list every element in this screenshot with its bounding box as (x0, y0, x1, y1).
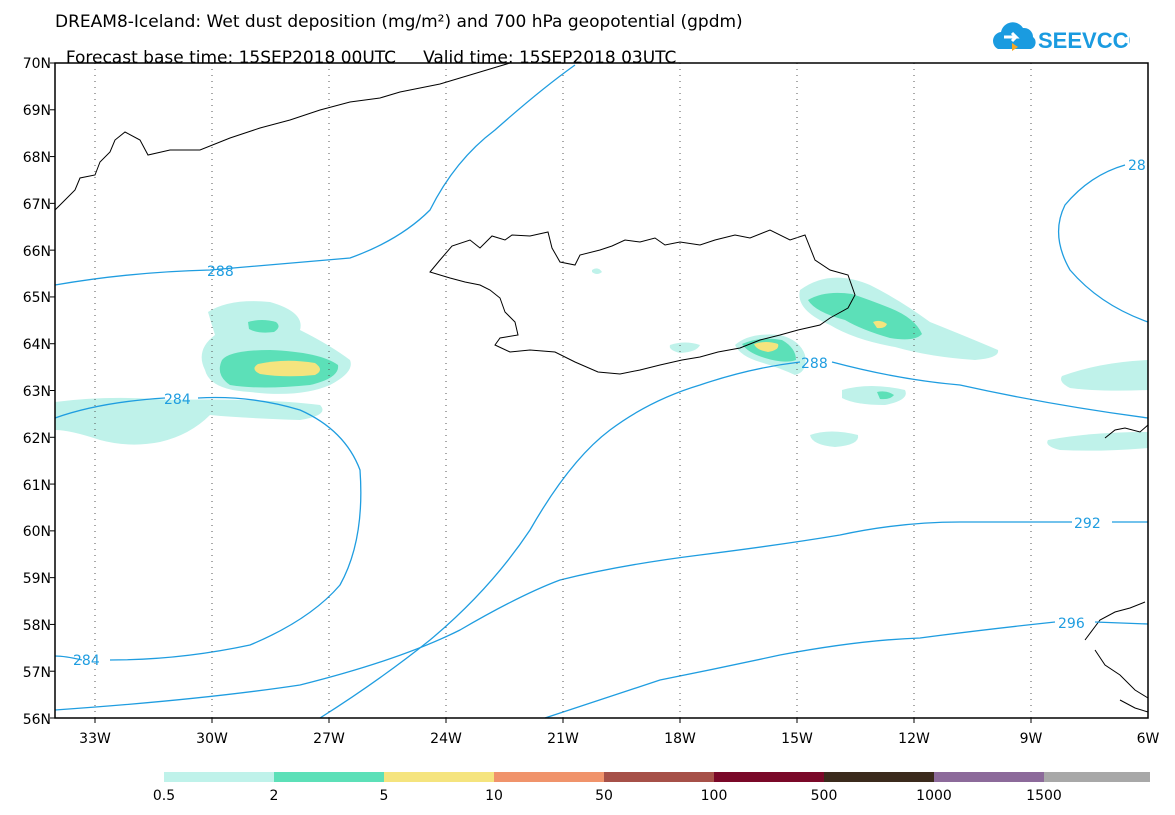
dust-area-2 (877, 391, 894, 400)
lat-label: 63N (23, 384, 51, 400)
contour-288-north (54, 64, 576, 286)
cloud-arrow-icon (993, 22, 1036, 51)
greenland-coastline (54, 62, 511, 211)
legend-label: 0.5 (153, 788, 175, 804)
contour-label: 288 (801, 356, 828, 372)
dust-area-0-5 (810, 431, 859, 447)
legend-swatch (1044, 772, 1150, 782)
lat-label: 58N (23, 618, 51, 634)
color-legend: 0.5 2 5 10 50 100 500 1000 1500 (153, 772, 1150, 804)
logo-text: SEEVCCC (1038, 28, 1130, 53)
legend-swatch (604, 772, 714, 782)
lat-label: 60N (23, 524, 51, 540)
lon-label: 33W (79, 731, 111, 747)
dust-area-0-5 (842, 386, 906, 405)
lon-label: 9W (1020, 731, 1043, 747)
legend-label: 5 (380, 788, 389, 804)
lat-label: 62N (23, 431, 51, 447)
legend-swatch (714, 772, 824, 782)
contour-288-center (319, 361, 1149, 719)
contour-284 (54, 396, 362, 661)
dust-area-0-5 (55, 397, 323, 445)
dust-area-2 (248, 320, 279, 333)
legend-label: 500 (811, 788, 838, 804)
dust-area-0-5 (1061, 360, 1148, 391)
legend-swatch (494, 772, 604, 782)
lon-label: 12W (898, 731, 930, 747)
seevccc-logo: SEEVCCC (993, 22, 1130, 53)
legend-label: 100 (701, 788, 728, 804)
lat-label: 61N (23, 478, 51, 494)
contour-28-east (1057, 164, 1149, 323)
legend-swatch (274, 772, 384, 782)
contour-label: 296 (1058, 616, 1085, 632)
faroe-scotland-coastline (1084, 424, 1149, 713)
lat-label: 65N (23, 290, 51, 306)
dust-area-5 (754, 342, 779, 352)
contour-label: 288 (207, 264, 234, 280)
lat-label: 57N (23, 665, 51, 681)
contour-label: 284 (164, 392, 191, 408)
legend-label: 1000 (916, 788, 952, 804)
dust-area-2 (808, 292, 922, 340)
lat-label: 69N (23, 103, 51, 119)
dust-area-0-5 (592, 268, 602, 274)
lat-label: 70N (23, 56, 51, 72)
iceland-coastline (429, 229, 856, 375)
legend-label: 1500 (1026, 788, 1062, 804)
lon-label: 15W (781, 731, 813, 747)
lon-label: 30W (196, 731, 228, 747)
legend-label: 2 (270, 788, 279, 804)
dust-area-0-5 (1047, 432, 1148, 451)
contour-296 (544, 621, 1149, 719)
longitude-labels: 33W 30W 27W 24W 21W 18W 15W 12W 9W 6W (79, 731, 1159, 747)
contour-label: 292 (1074, 516, 1101, 532)
lon-label: 21W (547, 731, 579, 747)
lat-label: 67N (23, 197, 51, 213)
contour-292 (54, 521, 1148, 711)
legend-label: 50 (595, 788, 613, 804)
lon-label: 6W (1137, 731, 1160, 747)
dust-area-5 (873, 320, 887, 329)
dust-deposition-shading (55, 268, 1148, 451)
contour-labels: 288 284 288 28 292 284 296 (73, 158, 1146, 669)
lat-label: 64N (23, 337, 51, 353)
coastlines (54, 62, 1149, 713)
contour-label: 284 (73, 653, 100, 669)
dust-area-0-5 (669, 342, 700, 353)
lat-label: 56N (23, 712, 51, 728)
geopotential-contours (54, 64, 1149, 719)
lon-label: 24W (430, 731, 462, 747)
lat-label: 68N (23, 150, 51, 166)
lon-label: 27W (313, 731, 345, 747)
legend-swatch (384, 772, 494, 782)
latitude-labels: 70N 69N 68N 67N 66N 65N 64N 63N 62N 61N … (23, 56, 51, 728)
legend-swatch (824, 772, 934, 782)
lat-label: 59N (23, 571, 51, 587)
lat-label: 66N (23, 244, 51, 260)
lon-label: 18W (664, 731, 696, 747)
axis-ticks (50, 62, 1032, 723)
legend-swatch (934, 772, 1044, 782)
contour-label: 28 (1128, 158, 1146, 174)
dust-area-5 (254, 360, 320, 377)
legend-swatch (164, 772, 274, 782)
map-title: DREAM8-Iceland: Wet dust deposition (mg/… (55, 12, 743, 32)
legend-label: 10 (485, 788, 503, 804)
